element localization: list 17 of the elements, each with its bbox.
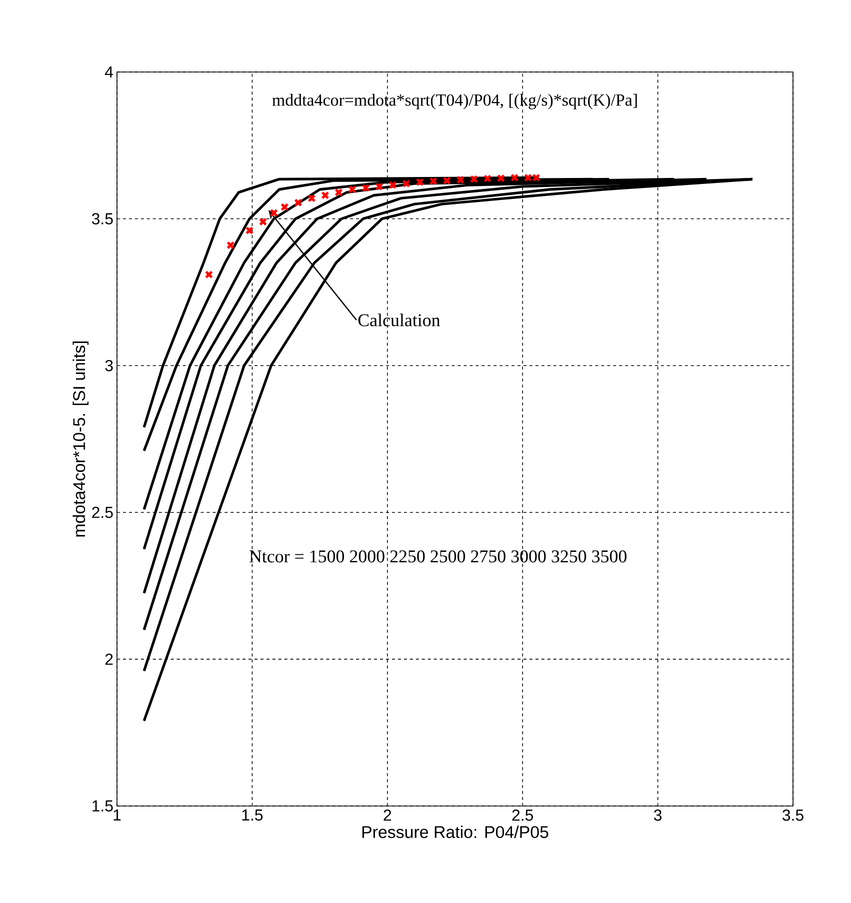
x-tick-label: 3.5: [782, 810, 804, 821]
x-tick-label: 1.5: [242, 810, 263, 821]
x-axis-title: Pressure Ratio: P04/P05: [362, 826, 548, 838]
text: mddta4cor=mdota*sqrt(T04)/P04, [(kg/s)*sqrt(K)/Pa]: [272, 94, 637, 110]
y-tick-label: 3.5: [92, 213, 113, 224]
y-axis-title: mdota4cor*10-5. [SI units]: [72, 342, 88, 537]
y-tick-label: 4: [104, 66, 114, 78]
x-tick-label: 2.5: [512, 810, 534, 821]
y-tick-label: 1.5: [92, 800, 113, 812]
x-tick-label: 2: [384, 810, 392, 821]
annotation: Calculation: [358, 314, 440, 326]
annotation: Ntcor = 1500 2000 2250 2500 2750 3000 3250 3500: [249, 550, 626, 562]
y-tick-label: 3: [105, 360, 113, 372]
y-tick-label: 2.5: [92, 506, 113, 518]
y-tick-label: 2: [105, 654, 113, 665]
x-tick-label: 1: [114, 810, 121, 820]
x-tick-label: 3: [654, 810, 662, 821]
